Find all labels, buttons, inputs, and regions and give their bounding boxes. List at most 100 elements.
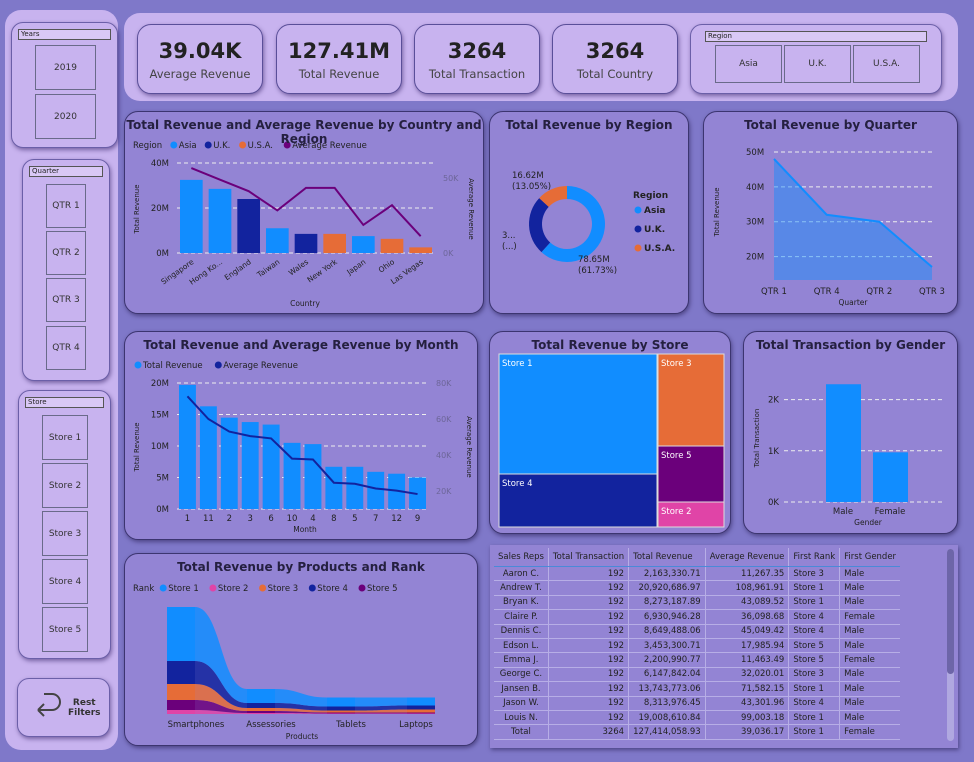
- ribbon-segment: [407, 709, 435, 713]
- legend-label: Total Revenue: [142, 361, 203, 371]
- x-tick: QTR 1: [761, 287, 787, 297]
- chart-title: Total Revenue by Quarter: [744, 118, 917, 132]
- y2-tick: 20K: [436, 487, 452, 496]
- legend-label: Store 5: [367, 584, 398, 594]
- bar: [208, 188, 232, 253]
- table-cell: 13,743,773.06: [628, 681, 706, 697]
- reset-label: Rest: [72, 697, 96, 708]
- legend-label: Store 4: [317, 584, 348, 594]
- table-row: Dennis C. 192 8,649,488.06 45,049.42 Store 4…: [494, 624, 901, 639]
- table-cell: Store 4: [788, 624, 840, 639]
- table-cell: 192: [547, 580, 629, 596]
- column-header[interactable]: Total Revenue: [628, 548, 706, 567]
- table-row: Jansen B. 192 13,743,773.06 71,582.15 Store …: [494, 681, 901, 697]
- legend-marker: [634, 206, 642, 214]
- years-slicer-title: Years: [18, 29, 111, 40]
- legend-marker: [283, 141, 291, 149]
- slice-label: 3...: [502, 231, 516, 241]
- x-tick: QTR 4: [814, 287, 840, 297]
- store2-button[interactable]: Store 2: [42, 463, 88, 508]
- store4-button[interactable]: Store 4: [42, 559, 88, 604]
- column-header[interactable]: Total Transaction: [547, 548, 629, 567]
- kpi-value: 3264: [585, 39, 645, 63]
- x-tick: Ohio: [377, 257, 397, 275]
- table-cell: Total: [494, 724, 549, 740]
- table-cell: Store 1: [788, 580, 840, 596]
- legend-marker: [159, 584, 167, 592]
- store5-button[interactable]: Store 5: [42, 607, 88, 652]
- bar: [367, 471, 385, 509]
- store-slicer-title: Store: [25, 397, 104, 408]
- table-cell: Female: [839, 724, 901, 740]
- kpi-total-transaction: 3264 Total Transaction: [414, 24, 540, 94]
- treemap-tile: [657, 445, 725, 503]
- qtr2-button[interactable]: QTR 2: [46, 231, 86, 275]
- table-cell: 3264: [547, 724, 629, 740]
- table-row: George C. 192 6,147,842.04 32,020.01 Store 3…: [494, 667, 901, 683]
- bar: [323, 233, 346, 253]
- year-2019-button[interactable]: 2019: [35, 45, 96, 90]
- region-usa-button[interactable]: U.S.A.: [853, 45, 920, 83]
- reset-filters-button[interactable]: Rest Filters: [17, 678, 110, 737]
- table-cell: Male: [839, 710, 901, 726]
- legend-title: Rank: [133, 584, 154, 594]
- donut-slice: [529, 198, 551, 253]
- kpi-label: Total Country: [576, 67, 654, 81]
- region-asia-button[interactable]: Asia: [715, 45, 782, 83]
- table-cell: Male: [839, 681, 901, 697]
- column-header[interactable]: Sales Reps: [494, 548, 549, 567]
- store3-button[interactable]: Store 3: [42, 511, 88, 556]
- x-tick: England: [223, 257, 253, 282]
- ribbon-segment: [327, 706, 355, 711]
- year-2020-button[interactable]: 2020: [35, 94, 96, 139]
- table-cell: Male: [839, 638, 901, 654]
- table-cell: 71,582.15: [704, 681, 789, 697]
- y2-tick: 60K: [436, 415, 452, 424]
- ribbon-store-2: [167, 710, 435, 714]
- slice-label: 16.62M: [512, 171, 544, 181]
- table-cell: 192: [547, 710, 629, 726]
- qtr4-button[interactable]: QTR 4: [46, 326, 86, 370]
- x-tick: 7: [373, 514, 378, 524]
- table-cell: 127,414,058.93: [628, 724, 706, 740]
- sales-reps-table: Sales Reps Total Transaction Total Revenue…: [490, 545, 958, 748]
- x-tick: 12: [391, 514, 402, 524]
- qtr3-button[interactable]: QTR 3: [46, 278, 86, 322]
- column-header[interactable]: Average Revenue: [704, 548, 789, 567]
- slice-label: (13.05%): [512, 182, 551, 192]
- table-cell: 45,049.42: [704, 624, 789, 639]
- table-row: Andrew T. 192 20,920,686.97 108,961.91 Store…: [494, 580, 901, 596]
- column-header[interactable]: First Gender: [839, 548, 901, 567]
- bar: [826, 384, 861, 502]
- table-row: Louis N. 192 19,008,610.84 99,003.18 Store 1…: [494, 710, 901, 726]
- ribbon-segment: [247, 711, 275, 713]
- y-axis-label: Total Revenue: [133, 422, 141, 472]
- table-cell: Female: [839, 609, 901, 625]
- table-cell: 192: [547, 624, 629, 639]
- table-cell: 32,020.01: [704, 667, 789, 683]
- table-cell: Male: [839, 696, 901, 711]
- bar: [304, 444, 322, 509]
- treemap-tile: [498, 353, 658, 475]
- ribbon-segment: [247, 713, 275, 714]
- legend-marker: [170, 141, 178, 149]
- legend-label: Average Revenue: [223, 361, 298, 371]
- legend-marker: [308, 584, 316, 592]
- bar: [266, 228, 289, 253]
- legend-marker: [134, 361, 142, 369]
- ribbon-segment: [247, 708, 275, 711]
- donut-slice: [541, 186, 605, 262]
- table-cell: 3,453,300.71: [628, 638, 706, 654]
- kpi-label: Total Transaction: [428, 67, 526, 81]
- store1-button[interactable]: Store 1: [42, 415, 88, 460]
- x-tick: Japan: [344, 257, 367, 277]
- column-header[interactable]: First Rank: [788, 548, 840, 567]
- x-tick: 6: [268, 514, 273, 524]
- qtr1-button[interactable]: QTR 1: [46, 184, 86, 228]
- region-uk-button[interactable]: U.K.: [784, 45, 851, 83]
- table-cell: Male: [839, 566, 901, 582]
- bar: [180, 179, 203, 253]
- table-cell: 192: [547, 696, 629, 711]
- scrollbar[interactable]: [947, 549, 954, 741]
